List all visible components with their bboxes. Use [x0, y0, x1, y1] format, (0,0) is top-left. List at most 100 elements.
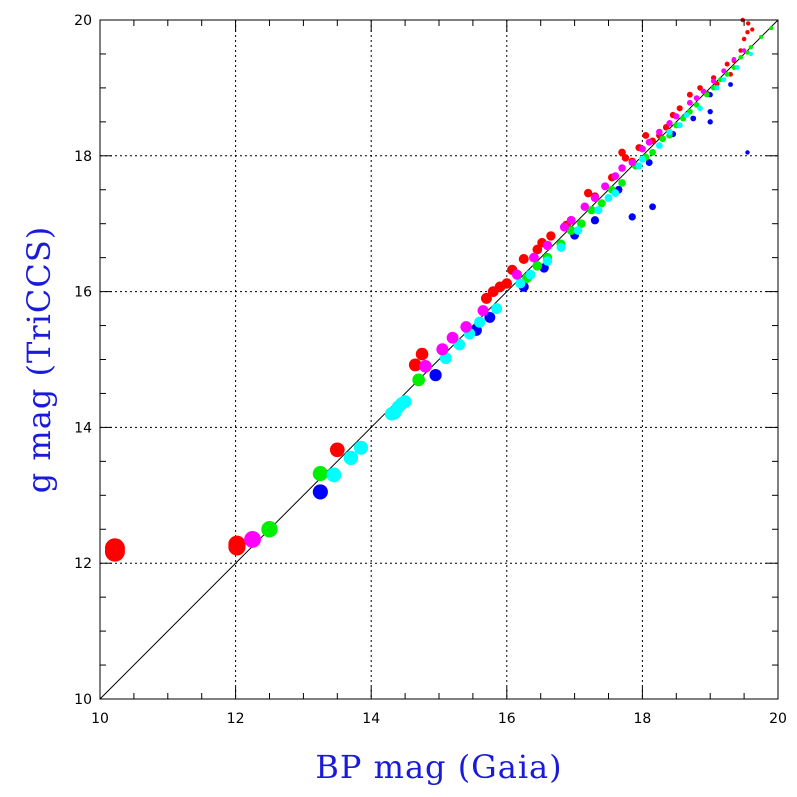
data-point [556, 242, 566, 253]
data-point [594, 206, 603, 215]
reference-line-group [99, 19, 779, 700]
data-point [745, 50, 750, 55]
data-point [728, 82, 733, 87]
data-point [745, 150, 750, 155]
data-point [566, 215, 576, 225]
tick-labels: 10 12 14 16 18 20 10 12 14 16 18 20 [74, 13, 787, 727]
data-point [666, 120, 673, 127]
x-axis-title: BP mag (Gaia) [315, 748, 562, 786]
data-point [559, 222, 569, 232]
data-point [542, 256, 553, 266]
data-point [525, 269, 536, 280]
data-point [329, 442, 345, 458]
data-point [597, 199, 606, 208]
data-point [686, 91, 693, 98]
data-point [261, 521, 278, 538]
x-tick-label: 16 [498, 711, 516, 727]
data-point [645, 138, 653, 146]
data-point [587, 205, 596, 215]
data-point [353, 440, 369, 455]
data-point [618, 179, 626, 187]
data-point [724, 61, 730, 67]
data-point [676, 105, 683, 112]
data-point [721, 68, 727, 74]
data-point [546, 231, 556, 241]
data-point [580, 202, 590, 211]
data-point [656, 142, 663, 149]
data-point [104, 538, 125, 559]
data-point [635, 162, 643, 170]
data-point [697, 105, 703, 112]
data-point [429, 368, 442, 382]
data-point [542, 240, 553, 251]
data-point [590, 216, 600, 225]
data-point [532, 244, 543, 255]
data-point [618, 164, 626, 172]
data-point [638, 145, 646, 153]
data-point [731, 57, 737, 62]
data-point [491, 303, 502, 314]
data-point [714, 85, 720, 91]
data-point [741, 36, 747, 42]
data-point [480, 292, 492, 304]
data-point [515, 278, 526, 289]
data-point [683, 112, 690, 119]
data-point [666, 128, 673, 136]
data-point [628, 158, 636, 167]
data-point [738, 55, 744, 60]
data-point [398, 395, 412, 409]
y-tick-label: 14 [74, 420, 92, 436]
data-point [704, 91, 710, 98]
data-point [745, 21, 751, 26]
data-point [656, 128, 663, 136]
data-point [618, 148, 626, 157]
data-point [769, 26, 774, 31]
data-point [745, 30, 750, 35]
data-point [724, 71, 730, 77]
data-point [532, 260, 543, 271]
x-tick-label: 20 [769, 711, 787, 727]
data-point [228, 535, 246, 553]
data-point [484, 311, 496, 323]
data-point [738, 48, 744, 53]
data-point [611, 189, 620, 198]
y-tick-label: 20 [74, 13, 92, 29]
data-point [566, 226, 576, 235]
data-point [312, 466, 328, 482]
data-point [649, 203, 656, 211]
data-point [412, 373, 425, 387]
data-point [700, 88, 707, 95]
x-tick-label: 18 [633, 711, 651, 727]
data-point [244, 531, 261, 548]
data-point [707, 119, 713, 125]
data-point [621, 154, 630, 162]
data-point [645, 159, 653, 167]
data-point [748, 51, 754, 57]
y-tick-label: 18 [74, 149, 92, 165]
data-point [583, 188, 593, 198]
data-point [750, 27, 755, 32]
x-tick-label: 12 [227, 711, 245, 727]
data-point [686, 99, 693, 106]
data-point [577, 219, 586, 228]
data-point [721, 77, 727, 83]
y-tick-label: 12 [74, 556, 92, 572]
data-point [601, 182, 610, 191]
data-point [759, 34, 764, 40]
data-point [501, 278, 513, 289]
data-point [690, 115, 697, 122]
data-point [474, 316, 486, 328]
data-point [697, 85, 703, 91]
data-point [477, 305, 489, 317]
y-tick-label: 16 [74, 285, 92, 301]
y-axis-title: g mag (TriCCS) [20, 226, 58, 493]
data-point [419, 360, 432, 373]
data-point [707, 108, 713, 115]
data-point [326, 467, 342, 483]
grid-lines [100, 20, 778, 699]
data-point [511, 269, 523, 280]
data-point [628, 213, 636, 221]
data-point [611, 172, 620, 181]
data-points [104, 17, 774, 562]
